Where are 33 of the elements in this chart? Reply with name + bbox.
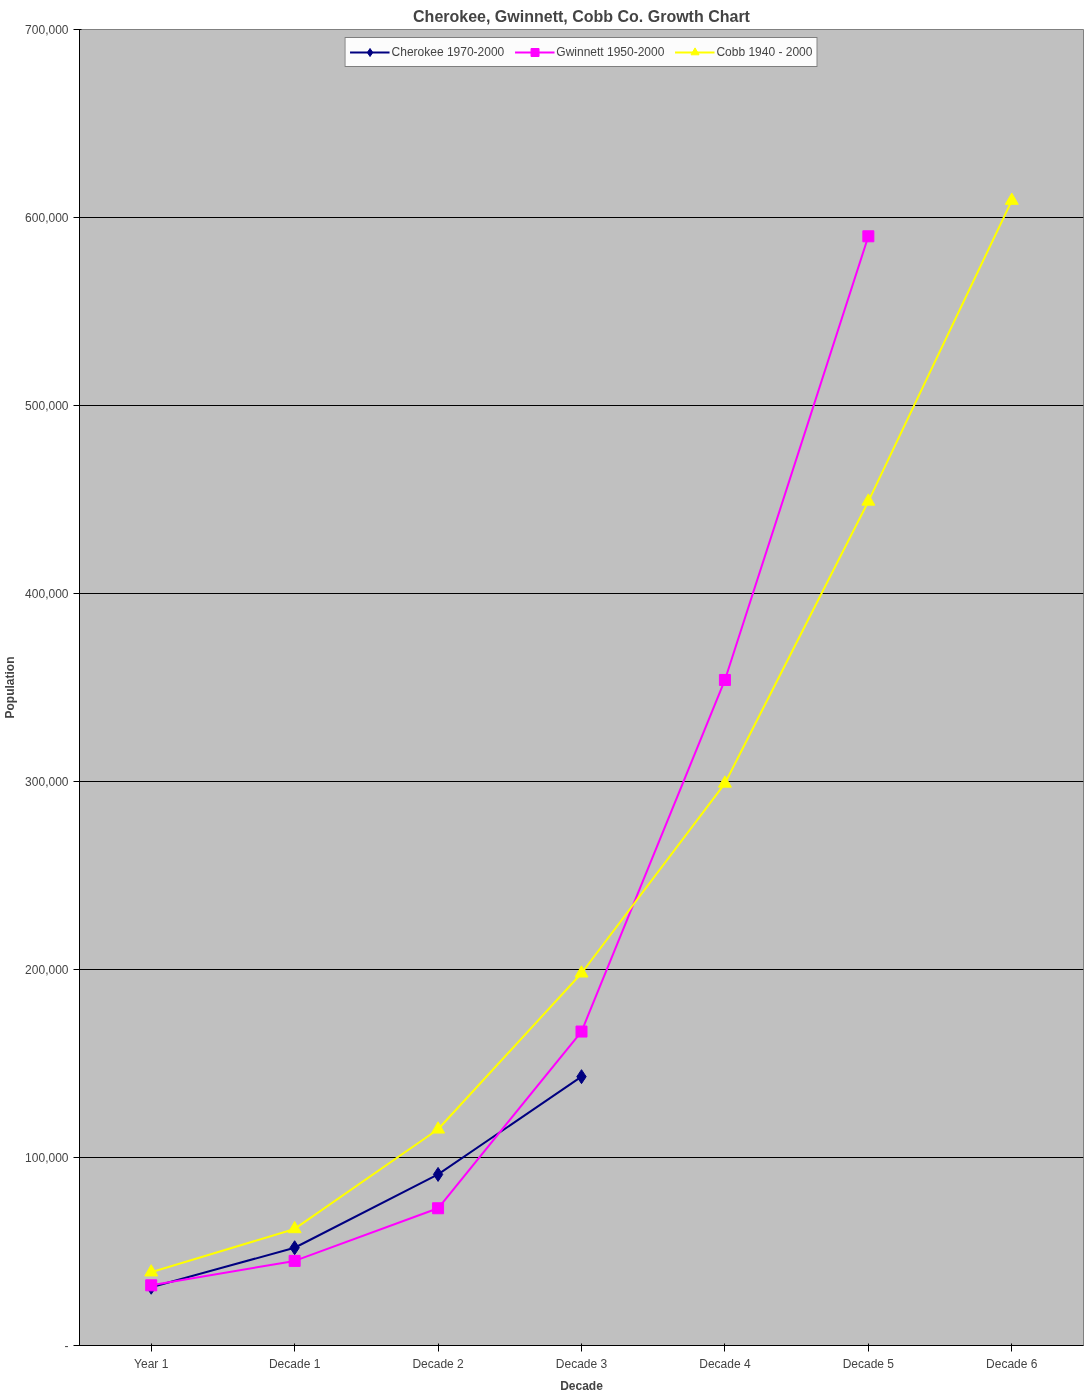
point xyxy=(432,1166,444,1182)
point xyxy=(717,775,732,788)
y-tick-label: 600,000 xyxy=(25,211,69,225)
chart-title: Cherokee, Gwinnett, Cobb Co. Growth Chart xyxy=(413,7,751,25)
y-tick-label: - xyxy=(64,1339,69,1353)
x-tick-label: Decade 1 xyxy=(268,1356,321,1371)
y-tick-label: 500,000 xyxy=(25,399,69,413)
x-axis-title: Decade xyxy=(560,1378,604,1393)
point xyxy=(144,1264,159,1277)
point xyxy=(432,1202,445,1215)
y-tick-label: 200,000 xyxy=(25,963,69,977)
y-tick-label: 100,000 xyxy=(25,1151,69,1165)
y-tick-label: 300,000 xyxy=(25,775,69,789)
legend-label: Cobb 1940 - 2000 xyxy=(716,45,813,59)
point xyxy=(861,493,876,506)
x-tick-label: Year 1 xyxy=(134,1356,169,1371)
x-tick-label: Decade 2 xyxy=(412,1356,465,1371)
y-tick-label: 400,000 xyxy=(25,587,69,601)
x-tick-label: Decade 5 xyxy=(842,1356,895,1371)
x-tick-label: Decade 3 xyxy=(555,1356,608,1371)
point xyxy=(1004,192,1019,205)
point xyxy=(288,1254,301,1267)
point xyxy=(718,673,731,686)
point xyxy=(431,1121,446,1134)
legend-label: Cherokee 1970-2000 xyxy=(391,45,505,59)
y-tick-label: 700,000 xyxy=(25,23,69,37)
point xyxy=(575,1025,588,1038)
point xyxy=(574,965,589,978)
y-axis-title: Population xyxy=(3,656,18,719)
legend-label: Gwinnett 1950-2000 xyxy=(556,45,665,59)
point xyxy=(287,1220,302,1234)
x-tick-label: Decade 6 xyxy=(986,1356,1038,1371)
x-tick-label: Decade 4 xyxy=(699,1356,751,1371)
